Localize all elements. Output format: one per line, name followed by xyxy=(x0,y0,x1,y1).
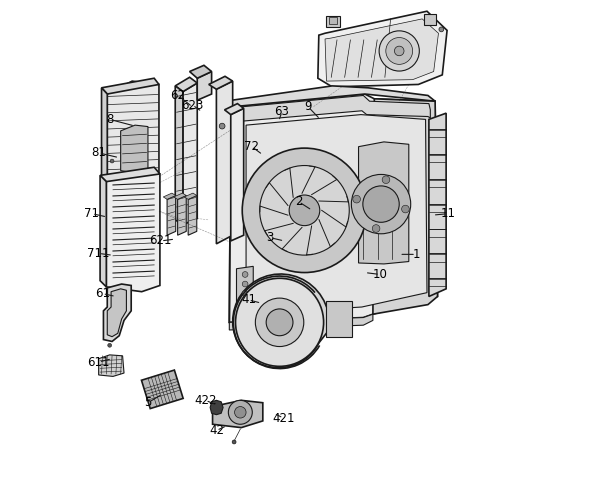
Polygon shape xyxy=(188,195,197,235)
Circle shape xyxy=(108,343,112,347)
Bar xyxy=(327,16,340,26)
Circle shape xyxy=(395,46,404,56)
Polygon shape xyxy=(231,86,435,107)
Polygon shape xyxy=(246,115,427,314)
Polygon shape xyxy=(99,355,124,376)
Circle shape xyxy=(242,291,248,297)
Polygon shape xyxy=(163,193,175,199)
Circle shape xyxy=(242,281,248,287)
Polygon shape xyxy=(231,108,243,241)
Polygon shape xyxy=(326,301,352,336)
Text: 9: 9 xyxy=(305,100,312,113)
Text: 11: 11 xyxy=(441,207,455,220)
Circle shape xyxy=(260,166,349,255)
Polygon shape xyxy=(237,266,253,314)
Polygon shape xyxy=(107,289,126,336)
Text: 422: 422 xyxy=(194,394,217,407)
Circle shape xyxy=(219,123,225,129)
Text: 5: 5 xyxy=(144,396,152,409)
Circle shape xyxy=(242,300,248,306)
Polygon shape xyxy=(229,314,373,330)
Text: 61: 61 xyxy=(95,287,110,300)
Polygon shape xyxy=(175,86,183,225)
Polygon shape xyxy=(183,83,197,225)
Polygon shape xyxy=(325,19,438,81)
Polygon shape xyxy=(107,81,159,215)
Text: 1: 1 xyxy=(412,248,419,261)
Bar xyxy=(424,14,436,24)
Text: 2: 2 xyxy=(295,195,302,208)
Text: 711: 711 xyxy=(87,247,110,260)
Circle shape xyxy=(289,195,320,226)
Polygon shape xyxy=(106,170,160,292)
Polygon shape xyxy=(189,65,212,78)
Polygon shape xyxy=(101,88,107,209)
Text: 41: 41 xyxy=(241,293,256,306)
Text: 3: 3 xyxy=(266,231,274,244)
Polygon shape xyxy=(216,81,232,244)
Polygon shape xyxy=(167,195,175,235)
Text: 621: 621 xyxy=(149,234,172,248)
Bar xyxy=(329,17,337,24)
Polygon shape xyxy=(229,94,438,323)
Polygon shape xyxy=(100,167,160,181)
Circle shape xyxy=(372,225,380,232)
Circle shape xyxy=(266,309,293,336)
Polygon shape xyxy=(209,76,232,89)
Circle shape xyxy=(242,272,248,277)
Text: 611: 611 xyxy=(87,356,110,369)
Circle shape xyxy=(353,195,361,203)
Polygon shape xyxy=(210,400,223,415)
Polygon shape xyxy=(101,78,159,94)
Polygon shape xyxy=(225,104,243,115)
Circle shape xyxy=(110,159,114,163)
Polygon shape xyxy=(232,274,330,368)
Text: 63: 63 xyxy=(274,105,290,118)
Circle shape xyxy=(379,31,419,71)
Polygon shape xyxy=(175,77,197,92)
Polygon shape xyxy=(103,284,131,341)
Text: 42: 42 xyxy=(209,424,224,437)
Circle shape xyxy=(232,440,236,444)
Polygon shape xyxy=(174,193,186,199)
Circle shape xyxy=(256,298,304,347)
Polygon shape xyxy=(141,370,183,408)
Polygon shape xyxy=(100,175,106,287)
Polygon shape xyxy=(359,142,409,264)
Polygon shape xyxy=(429,113,446,297)
Polygon shape xyxy=(318,11,447,87)
Circle shape xyxy=(386,37,413,64)
Text: 81: 81 xyxy=(91,146,106,159)
Circle shape xyxy=(234,407,246,418)
Text: 421: 421 xyxy=(272,411,294,424)
Polygon shape xyxy=(237,96,430,121)
Text: 71: 71 xyxy=(84,207,100,220)
Polygon shape xyxy=(121,125,148,173)
Text: 8: 8 xyxy=(106,113,114,126)
Circle shape xyxy=(402,205,409,213)
Text: 10: 10 xyxy=(373,268,387,281)
Circle shape xyxy=(228,400,253,424)
Polygon shape xyxy=(178,195,186,235)
Polygon shape xyxy=(212,400,263,428)
Circle shape xyxy=(363,186,399,222)
Circle shape xyxy=(242,148,367,273)
Polygon shape xyxy=(197,72,212,100)
Text: 623: 623 xyxy=(181,98,204,111)
Polygon shape xyxy=(185,193,197,199)
Circle shape xyxy=(351,174,411,234)
Circle shape xyxy=(236,278,324,366)
Text: 62: 62 xyxy=(171,89,186,102)
Text: 72: 72 xyxy=(244,140,259,153)
Circle shape xyxy=(439,27,444,32)
Circle shape xyxy=(382,176,390,183)
Polygon shape xyxy=(373,99,438,314)
